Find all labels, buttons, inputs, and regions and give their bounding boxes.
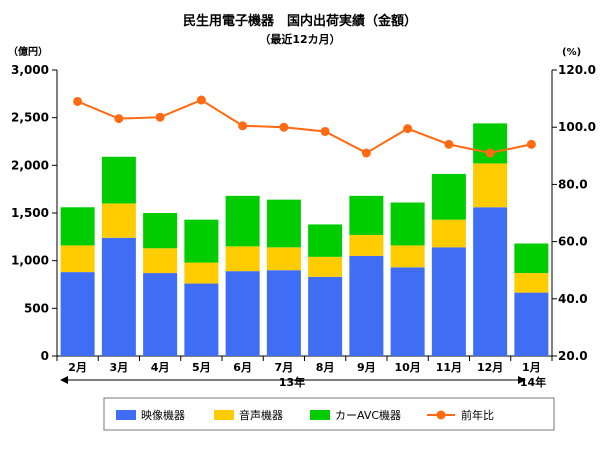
bar-segment-audio	[101, 203, 136, 238]
y-left-unit: （億円）	[8, 45, 48, 58]
legend-label-car-avc: カーAVC機器	[335, 408, 401, 422]
x-axis-labels: 2月 3月 4月 5月 6月 7月 8月 9月 10月 11月 12月 1月	[68, 361, 540, 374]
ratio-point	[444, 139, 454, 149]
ratio-point	[73, 96, 83, 106]
year-indicator: 13年 14年	[60, 375, 546, 389]
bar-segment-audio	[473, 163, 508, 208]
ratio-point	[485, 148, 495, 158]
legend-label-audio: 音声機器	[239, 408, 283, 422]
year-arrow-left-head	[60, 376, 68, 384]
y-right-tick-label: 100.0	[558, 120, 596, 134]
legend: 映像機器 音声機器 カーAVC機器 前年比	[103, 397, 555, 431]
axes: 0 500 1,000 1,500 2,000 2,500 3,000 20.0 40.0 60.…	[11, 63, 596, 363]
bar-segment-video	[60, 272, 95, 356]
y-left-tick-label: 1,000	[11, 254, 49, 268]
y-left-tick-label: 2,500	[11, 111, 49, 125]
y-left-tick-label: 2,000	[11, 158, 49, 172]
bar-segment-audio	[431, 219, 466, 248]
x-category-label: 8月	[316, 361, 335, 374]
y-right-tick-label: 80.0	[558, 177, 588, 191]
ratio-line-path	[77, 98, 532, 155]
legend-label-ratio: 前年比	[461, 408, 494, 422]
ratio-point	[320, 126, 330, 136]
ratio-point	[403, 124, 413, 134]
legend-swatch-video	[116, 410, 136, 420]
bar-segment-video	[514, 292, 549, 356]
bar-segment-car-avc	[143, 213, 178, 249]
bar-segment-audio	[266, 247, 301, 271]
bar-segment-car-avc	[225, 195, 260, 247]
y-left-tick-label: 3,000	[11, 63, 49, 77]
x-category-label: 1月	[522, 361, 541, 374]
x-category-label: 4月	[151, 361, 170, 374]
bar-segment-audio	[514, 273, 549, 293]
x-category-label: 3月	[110, 361, 129, 374]
bars	[60, 123, 549, 356]
bar-segment-video	[308, 276, 343, 356]
bar-segment-audio	[143, 248, 178, 274]
bar-segment-video	[266, 270, 301, 356]
bar-segment-audio	[60, 245, 95, 273]
bar-segment-car-avc	[390, 202, 425, 246]
year-label-14: 14年	[520, 375, 546, 389]
ratio-line	[73, 95, 536, 158]
x-category-label: 12月	[477, 361, 503, 374]
bar-segment-car-avc	[349, 195, 384, 235]
chart-title: 民生用電子機器 国内出荷実績（金額）	[183, 13, 417, 29]
y-right-tick-label: 120.0	[558, 63, 596, 77]
ratio-point	[361, 148, 371, 158]
y-left-tick-label: 1,500	[11, 206, 49, 220]
y-right-tick-label: 60.0	[558, 235, 588, 249]
bar-segment-car-avc	[101, 156, 136, 204]
ratio-point	[279, 122, 289, 132]
ratio-point	[526, 139, 536, 149]
bar-segment-audio	[308, 256, 343, 277]
legend-swatch-car-avc	[310, 410, 330, 420]
bar-segment-video	[143, 273, 178, 356]
x-category-label: 6月	[233, 361, 252, 374]
year-label-13: 13年	[279, 375, 305, 389]
x-category-label: 11月	[436, 361, 462, 374]
bar-segment-car-avc	[184, 219, 219, 263]
bar-segment-car-avc	[308, 224, 343, 257]
bar-segment-video	[390, 267, 425, 356]
bar-segment-video	[184, 283, 219, 356]
ratio-point	[155, 112, 165, 122]
bar-segment-audio	[184, 262, 219, 284]
x-category-label: 9月	[357, 361, 376, 374]
y-left-tick-label: 500	[24, 301, 49, 315]
bar-segment-video	[349, 255, 384, 356]
y-left-tick-label: 0	[41, 349, 49, 363]
bar-segment-video	[101, 237, 136, 356]
bar-segment-video	[473, 207, 508, 356]
x-category-label: 5月	[192, 361, 211, 374]
y-right-tick-label: 40.0	[558, 292, 588, 306]
legend-marker-ratio	[436, 410, 446, 420]
bar-segment-audio	[390, 245, 425, 268]
bar-segment-video	[431, 247, 466, 356]
bar-segment-car-avc	[266, 199, 301, 248]
chart-subtitle: （最近12カ月）	[259, 32, 340, 46]
y-right-unit: (%)	[562, 47, 581, 58]
y-right-tick-label: 20.0	[558, 349, 588, 363]
ratio-point	[196, 95, 206, 105]
x-category-label: 7月	[275, 361, 294, 374]
year-arrow-right-head	[518, 376, 526, 384]
bar-segment-video	[225, 271, 260, 356]
legend-swatch-audio	[214, 410, 234, 420]
legend-label-video: 映像機器	[141, 408, 185, 422]
ratio-point	[114, 114, 124, 124]
bar-segment-audio	[225, 246, 260, 272]
x-category-label: 2月	[68, 361, 87, 374]
ratio-point	[238, 121, 248, 131]
x-category-label: 10月	[394, 361, 420, 374]
bar-segment-audio	[349, 234, 384, 256]
bar-segment-car-avc	[514, 243, 549, 274]
bar-segment-car-avc	[431, 173, 466, 220]
bar-segment-car-avc	[60, 207, 95, 246]
